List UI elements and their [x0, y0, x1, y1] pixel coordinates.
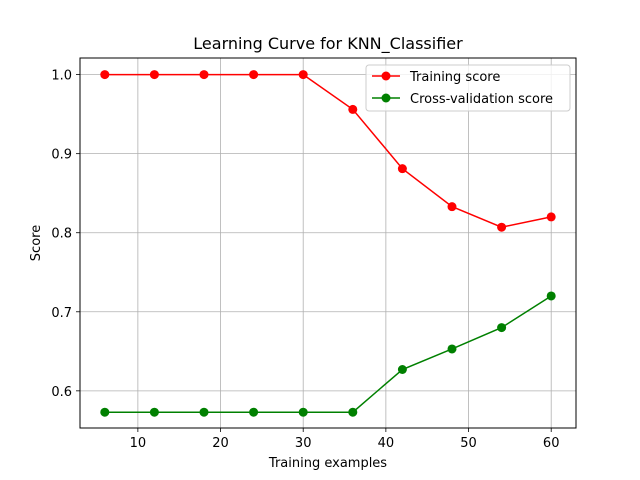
- legend-label-cross-validation: Cross-validation score: [410, 92, 553, 107]
- y-tick-label: 1.0: [51, 69, 72, 84]
- y-tick-label: 0.7: [51, 306, 72, 321]
- data-point-training: [397, 164, 407, 174]
- series-layer: [100, 70, 556, 417]
- x-tick-label: 40: [378, 436, 395, 451]
- x-tick-label: 20: [212, 436, 229, 451]
- x-tick-label: 50: [460, 436, 477, 451]
- data-point-cross-validation: [199, 407, 209, 417]
- plot-area-frame: [79, 57, 577, 429]
- series-line-training: [104, 73, 552, 228]
- data-point-training: [348, 104, 358, 114]
- data-point-cross-validation: [298, 407, 308, 417]
- x-tick-label: 10: [130, 436, 147, 451]
- legend-label-training: Training score: [409, 70, 500, 85]
- x-axis-label: Training examples: [268, 456, 387, 471]
- data-point-cross-validation: [546, 291, 556, 301]
- data-point-training: [100, 70, 110, 80]
- data-point-training: [249, 70, 259, 80]
- x-tick-label: 60: [543, 436, 560, 451]
- legend-box: [365, 64, 571, 112]
- data-point-cross-validation: [447, 344, 457, 354]
- data-point-cross-validation: [149, 407, 159, 417]
- data-point-training: [199, 70, 209, 80]
- axis-ticks: 10 20 30 40 50 60 0.6 0.7 0.8 0.9 1.0: [51, 69, 559, 451]
- data-point-training: [546, 212, 556, 222]
- data-point-training: [298, 70, 308, 80]
- data-point-cross-validation: [249, 407, 259, 417]
- data-point-training: [149, 70, 159, 80]
- data-point-cross-validation: [497, 323, 507, 333]
- data-point-cross-validation: [100, 407, 110, 417]
- y-tick-label: 0.6: [51, 385, 72, 400]
- data-point-cross-validation: [397, 364, 407, 374]
- x-tick-label: 30: [295, 436, 312, 451]
- legend-marker-training: [381, 71, 391, 81]
- chart-title: Learning Curve for KNN_Classifier: [193, 34, 463, 54]
- y-tick-label: 0.9: [51, 148, 72, 163]
- series-line-cross-validation: [104, 295, 552, 413]
- data-point-cross-validation: [348, 407, 358, 417]
- data-point-training: [447, 202, 457, 212]
- series-cross-validation: [100, 291, 556, 417]
- legend-marker-cross-validation: [381, 93, 391, 103]
- series-training: [100, 70, 556, 232]
- grid: [80, 58, 576, 428]
- y-axis-label: Score: [29, 225, 44, 261]
- data-point-training: [497, 222, 507, 232]
- legend: Training score Cross-validation score: [365, 64, 571, 112]
- y-tick-label: 0.8: [51, 227, 72, 242]
